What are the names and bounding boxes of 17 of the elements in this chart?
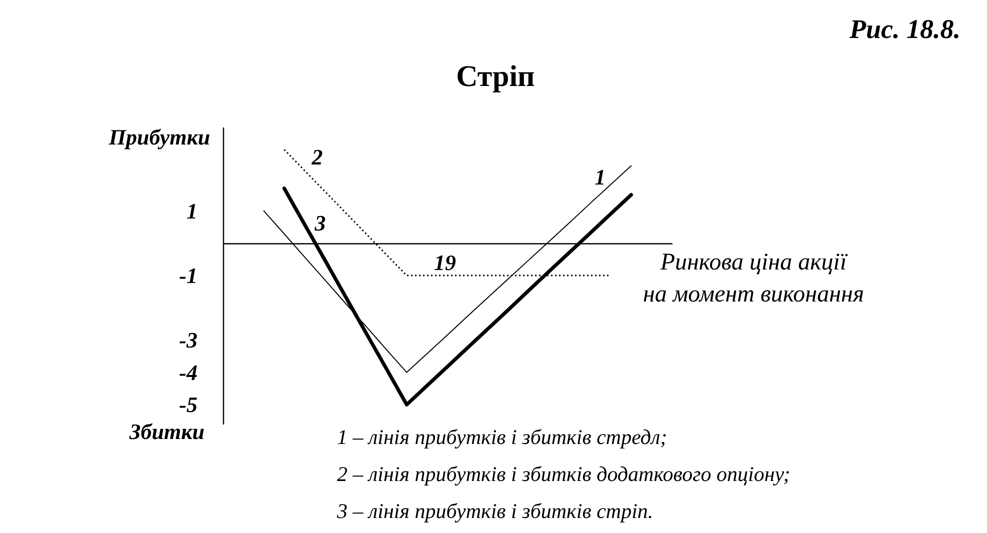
series-label: 1 [594,164,606,190]
text: 1 – лінія прибутків і збитків стредл; [337,425,668,449]
y-tick-label: -5 [179,392,198,418]
y-tick-label: -4 [179,360,198,385]
text: Збитки [128,419,204,444]
series-label: 3 [314,210,326,236]
y-tick-label: 1 [186,198,198,224]
annotation: 19 [434,250,456,275]
x-axis-title: Ринкова ціна акції на момент виконання [642,250,864,308]
chart-title: Стріп [456,60,535,93]
series-label: 2 [310,144,323,170]
text: Рис. 18.8. [848,14,960,44]
y-tick-label: -3 [179,328,198,353]
y-tick-label: -1 [179,263,198,288]
text: 2 – лінія прибутків і збитків додаткового опціону; [337,462,790,486]
y-axis-title: Прибутки [108,124,210,150]
text: 3 – лінія прибутків і збитків стріп. [336,499,654,523]
